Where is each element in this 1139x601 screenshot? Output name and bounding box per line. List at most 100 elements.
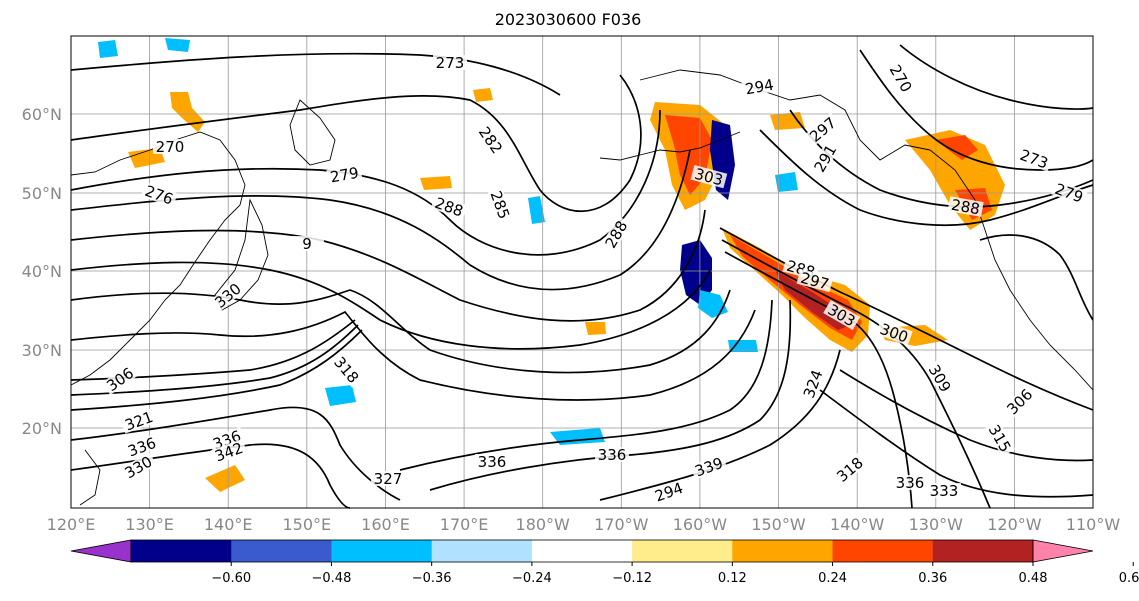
negative-patch-6 <box>775 172 798 192</box>
lon-label: 140°E <box>204 515 253 534</box>
contour-label-bg <box>690 164 728 189</box>
contour-line <box>70 329 363 411</box>
contour-label: 327 <box>374 470 403 488</box>
colorbar-tick-label: 0.24 <box>818 571 847 586</box>
contour-label-bg <box>925 359 956 397</box>
contour-line <box>599 349 841 501</box>
colorbar-tick-label: 0.48 <box>1019 571 1048 586</box>
lon-label: 130°W <box>909 515 964 534</box>
contour-label-bg <box>210 438 248 465</box>
contour-label-bg <box>475 454 509 469</box>
positive-patch-1 <box>170 92 205 132</box>
contour-label-bg <box>600 215 631 253</box>
colorbar-segment <box>131 540 232 562</box>
contour-line <box>70 209 706 322</box>
lon-label: 140°W <box>830 515 885 534</box>
positive-patch-7 <box>585 322 606 335</box>
contour-label-bg <box>140 181 178 208</box>
contours <box>70 44 1094 509</box>
colorbar-segment <box>531 540 633 562</box>
lon-label: 170°E <box>440 515 489 534</box>
lat-label: 30°N <box>22 341 62 360</box>
contour-label-bg <box>690 453 728 480</box>
lat-label: 20°N <box>22 419 62 438</box>
contour-label-bg <box>120 407 158 434</box>
contour-label: 336 <box>598 446 627 464</box>
contour-line <box>759 129 1094 227</box>
contour-label-bg <box>474 121 507 159</box>
contour-label: 270 <box>156 138 185 156</box>
contour-label-bg <box>741 76 778 97</box>
contour-label: 336 <box>896 474 925 492</box>
contour-line <box>899 44 1094 110</box>
map-background <box>71 36 1093 508</box>
contour-line <box>70 324 359 396</box>
contour-label: 294 <box>744 76 775 99</box>
contour-label: 288 <box>950 196 981 219</box>
lon-axis: 120°E 130°E 140°E 150°E 160°E 170°E 180°… <box>47 515 1121 534</box>
negative-patch-2 <box>165 38 190 52</box>
colorbar-extend-low <box>70 539 132 563</box>
colorbar-segment <box>632 540 733 562</box>
contour-label-bg <box>326 164 363 185</box>
lon-label: 170°W <box>594 515 649 534</box>
contour-label-bg <box>119 451 157 482</box>
lon-label: 110°W <box>1066 515 1121 534</box>
contour-label-bg <box>433 55 467 70</box>
positive-patch-3 <box>420 176 452 190</box>
contour-line <box>70 109 661 256</box>
coastline-alaska <box>639 69 931 161</box>
contour-line <box>839 369 1094 462</box>
negative-patch-7 <box>728 340 758 352</box>
figure-title: 2023030600 F036 <box>495 10 642 29</box>
contour-label: 336 <box>478 453 507 471</box>
contour-label-bg <box>947 196 984 217</box>
contour-label-bg <box>330 351 364 388</box>
contour-label-bg <box>487 186 514 224</box>
contour-label: 273 <box>436 54 465 72</box>
contour-label-bg <box>886 59 917 97</box>
lon-label: 180°W <box>516 515 571 534</box>
positive-patch-6 <box>205 465 245 492</box>
lat-axis: 60°N 50°N 40°N 30°N 20°N <box>22 105 62 438</box>
lon-label: 160°W <box>673 515 728 534</box>
contour-label-bg <box>595 447 629 462</box>
colorbar-tick-label: −0.48 <box>312 571 352 586</box>
colorbar-frame <box>130 539 1034 563</box>
colorbar-segment <box>431 540 533 562</box>
lat-label: 50°N <box>22 184 62 203</box>
colorbar-segment <box>832 540 934 562</box>
contour-label-bg <box>831 452 868 486</box>
colorbar-tick-label: 0.36 <box>918 571 947 586</box>
negative-patch-1 <box>98 40 118 58</box>
contour-label-bg <box>650 478 688 505</box>
contour-label-bg <box>875 319 913 346</box>
colorbar-segment <box>231 540 332 562</box>
contour-label: 279 <box>329 164 360 187</box>
contour-label-bg <box>893 475 927 490</box>
negative-patch-3 <box>528 196 545 224</box>
contour-label-bg <box>123 433 161 460</box>
negative-patch-5 <box>325 385 356 406</box>
contour-label-bg <box>804 112 841 146</box>
colorbar-tick-label: 0.12 <box>718 571 747 586</box>
colorbar-tick-label: −0.24 <box>512 571 552 586</box>
contour-line <box>70 289 731 374</box>
contour-line <box>70 261 711 350</box>
colorbar-tick-label: −0.60 <box>211 571 251 586</box>
colorbar-segment <box>732 540 834 562</box>
contour-line <box>979 234 1094 321</box>
contour-label-bg <box>209 278 246 312</box>
contour-label-bg <box>823 299 861 330</box>
colorbar-tick-label: −0.12 <box>612 571 652 586</box>
contour-label-bg <box>796 268 834 293</box>
lon-label: 150°E <box>282 515 331 534</box>
coastline-kamchatka <box>289 99 336 166</box>
negative-midlat <box>680 240 712 305</box>
contour-line <box>719 227 1094 411</box>
colorbar-segment <box>331 540 433 562</box>
contour-label-bg <box>1015 145 1053 172</box>
coastline-aleutians <box>599 131 741 161</box>
